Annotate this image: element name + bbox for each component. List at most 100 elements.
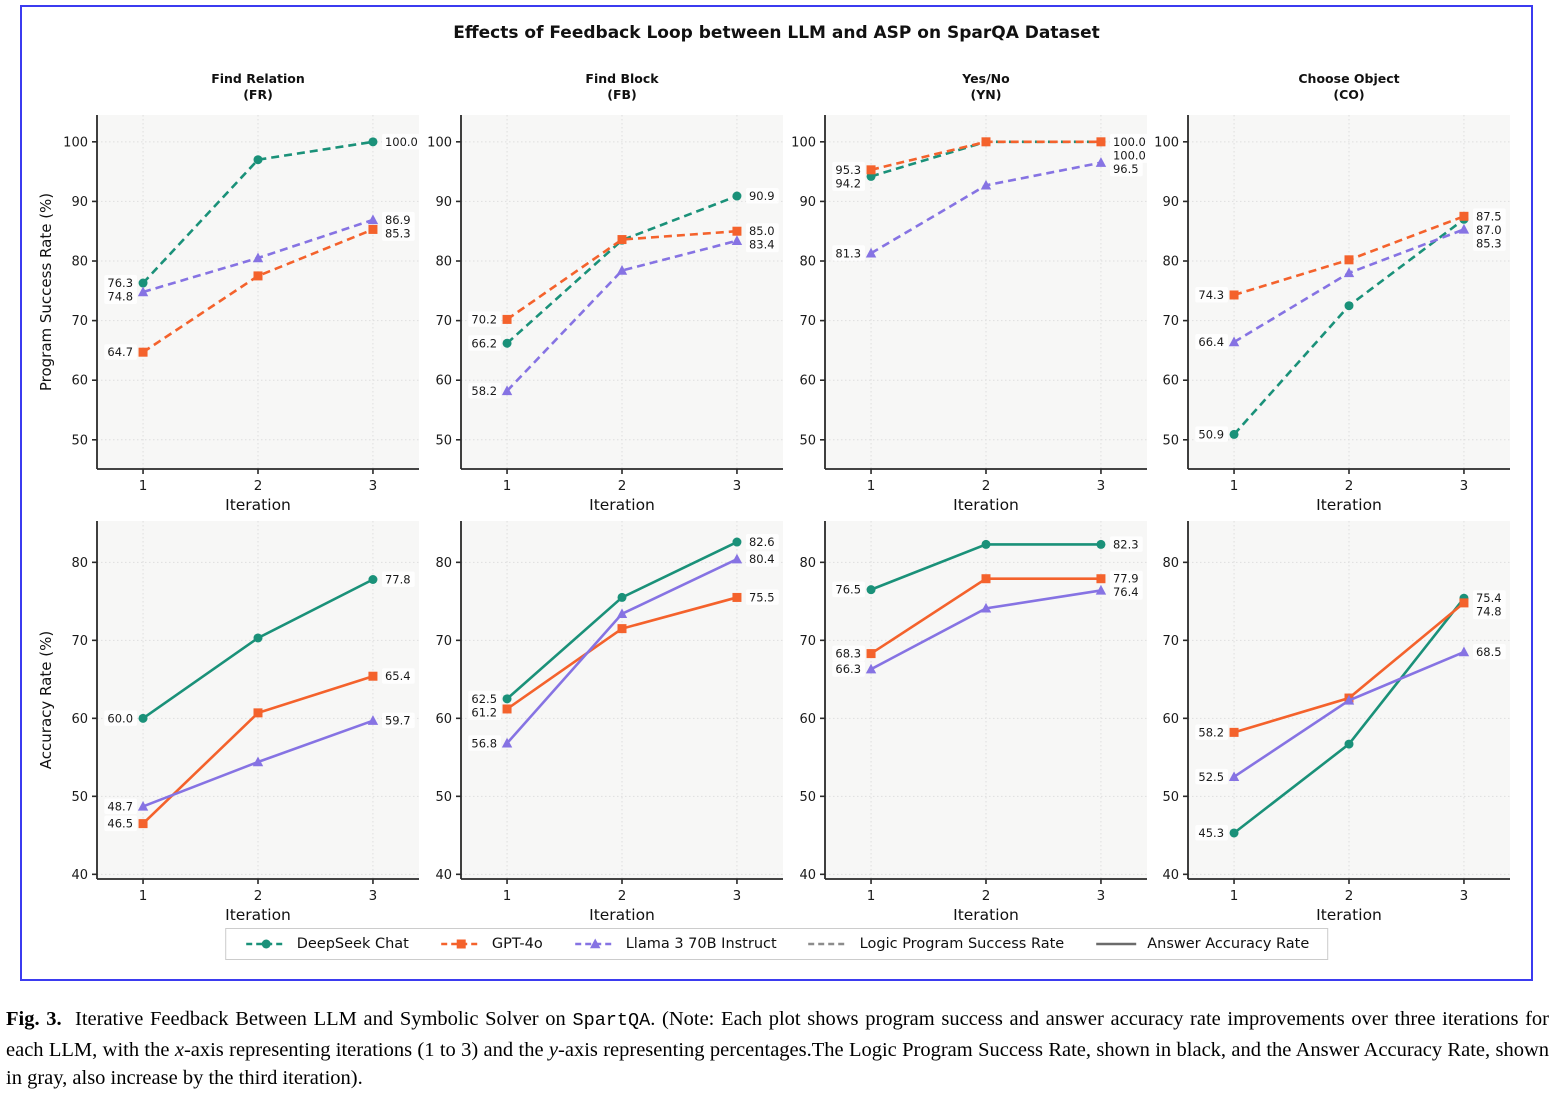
svg-text:60: 60 bbox=[1162, 712, 1179, 727]
svg-text:3: 3 bbox=[369, 888, 378, 904]
svg-text:90: 90 bbox=[799, 195, 816, 210]
svg-text:46.5: 46.5 bbox=[107, 817, 133, 831]
svg-text:2: 2 bbox=[982, 478, 991, 494]
gpt4o-line-sample-icon bbox=[439, 937, 483, 951]
svg-text:80: 80 bbox=[435, 255, 452, 270]
svg-text:100: 100 bbox=[63, 135, 88, 150]
svg-text:48.7: 48.7 bbox=[107, 799, 133, 813]
svg-text:66.2: 66.2 bbox=[471, 336, 497, 350]
column-title-text: Choose Object bbox=[1298, 71, 1400, 86]
svg-text:82.3: 82.3 bbox=[1113, 537, 1139, 551]
x-axis-label: Iteration bbox=[1316, 496, 1382, 514]
caption-segment: Iterative Feedback Between LLM and Symbo… bbox=[61, 1008, 573, 1030]
svg-text:60: 60 bbox=[1162, 374, 1179, 389]
svg-text:87.0: 87.0 bbox=[1476, 223, 1502, 237]
svg-text:60.0: 60.0 bbox=[107, 711, 133, 725]
x-axis-label: Iteration bbox=[953, 496, 1019, 514]
subplot-accuracy-yn: 40 50 60 70 80 1 2 3 76.5 68.366.3 82.3 77.976.4 bbox=[799, 521, 1147, 904]
svg-text:75.5: 75.5 bbox=[749, 590, 775, 604]
svg-text:85.0: 85.0 bbox=[749, 224, 775, 238]
svg-text:70: 70 bbox=[435, 314, 452, 329]
subplot-title-find-block: Find Block (FB) bbox=[512, 71, 732, 103]
svg-text:50: 50 bbox=[1162, 433, 1179, 448]
svg-text:70: 70 bbox=[71, 634, 88, 649]
svg-text:2: 2 bbox=[618, 888, 627, 904]
svg-text:50: 50 bbox=[1162, 790, 1179, 805]
svg-text:75.4: 75.4 bbox=[1476, 591, 1502, 605]
svg-text:61.2: 61.2 bbox=[471, 705, 497, 719]
subplot-accuracy-fr: 40 50 60 70 80 1 2 3 60.0 46.5 48.7 77.8 65.4 59.7 bbox=[71, 521, 419, 904]
svg-text:70: 70 bbox=[1162, 634, 1179, 649]
svg-text:87.5: 87.5 bbox=[1476, 209, 1502, 223]
solid-line-sample-icon bbox=[1094, 937, 1138, 951]
svg-text:100.0: 100.0 bbox=[1113, 135, 1146, 149]
svg-text:50: 50 bbox=[71, 790, 88, 805]
x-axis-label: Iteration bbox=[225, 496, 291, 514]
svg-text:2: 2 bbox=[254, 478, 263, 494]
svg-text:40: 40 bbox=[435, 868, 452, 883]
column-abbr-text: (FR) bbox=[243, 87, 273, 102]
legend-item-gpt-4o: GPT-4o bbox=[439, 936, 543, 952]
svg-text:3: 3 bbox=[1460, 478, 1469, 494]
svg-text:60: 60 bbox=[799, 712, 816, 727]
svg-text:85.3: 85.3 bbox=[1476, 236, 1502, 250]
svg-text:70: 70 bbox=[435, 634, 452, 649]
llama-line-sample-icon bbox=[573, 937, 617, 951]
svg-text:52.5: 52.5 bbox=[1198, 770, 1224, 784]
svg-text:60: 60 bbox=[435, 374, 452, 389]
column-title-text: Yes/No bbox=[962, 71, 1010, 86]
svg-text:70.2: 70.2 bbox=[471, 312, 497, 326]
legend-item-answer-accuracy-rate: Answer Accuracy Rate bbox=[1094, 936, 1309, 952]
svg-text:74.8: 74.8 bbox=[107, 290, 133, 304]
svg-text:2: 2 bbox=[1345, 888, 1354, 904]
svg-text:90: 90 bbox=[435, 195, 452, 210]
column-abbr-text: (CO) bbox=[1333, 87, 1365, 102]
svg-text:76.4: 76.4 bbox=[1113, 585, 1139, 599]
svg-text:1: 1 bbox=[139, 478, 148, 494]
svg-text:80.4: 80.4 bbox=[749, 552, 775, 566]
svg-text:2: 2 bbox=[982, 888, 991, 904]
svg-text:3: 3 bbox=[369, 478, 378, 494]
subplot-success-fb: 50 60 70 80 90 100 1 2 3 66.2 70.2 58.2 90.9 85.083.4 bbox=[427, 115, 783, 494]
x-axis-label: Iteration bbox=[589, 496, 655, 514]
svg-text:80: 80 bbox=[799, 556, 816, 571]
svg-text:95.3: 95.3 bbox=[835, 163, 861, 177]
svg-text:85.3: 85.3 bbox=[385, 226, 411, 240]
svg-text:2: 2 bbox=[254, 888, 263, 904]
legend-item-label: Answer Accuracy Rate bbox=[1147, 936, 1310, 952]
svg-text:60: 60 bbox=[71, 712, 88, 727]
svg-text:70: 70 bbox=[1162, 314, 1179, 329]
svg-text:76.3: 76.3 bbox=[107, 276, 133, 290]
svg-text:62.5: 62.5 bbox=[471, 692, 497, 706]
svg-text:59.7: 59.7 bbox=[385, 714, 411, 728]
svg-text:64.7: 64.7 bbox=[107, 345, 133, 359]
svg-text:83.4: 83.4 bbox=[749, 238, 775, 252]
subplot-accuracy-fb: 40 50 60 70 80 1 2 3 62.561.2 56.8 82.6 75.5 80.4 bbox=[435, 521, 783, 904]
legend-item-deepseek-chat: DeepSeek Chat bbox=[244, 936, 409, 952]
svg-text:1: 1 bbox=[1230, 888, 1239, 904]
deepseek-line-sample-icon bbox=[244, 937, 288, 951]
svg-text:100: 100 bbox=[791, 135, 816, 150]
svg-text:100.0: 100.0 bbox=[385, 135, 418, 149]
legend-item-llama-3-70b: Llama 3 70B Instruct bbox=[573, 936, 777, 952]
svg-text:65.4: 65.4 bbox=[385, 669, 411, 683]
svg-text:86.9: 86.9 bbox=[385, 213, 411, 227]
svg-text:80: 80 bbox=[71, 255, 88, 270]
svg-text:77.9: 77.9 bbox=[1113, 572, 1139, 586]
svg-text:60: 60 bbox=[71, 374, 88, 389]
svg-text:82.6: 82.6 bbox=[749, 535, 775, 549]
svg-text:56.8: 56.8 bbox=[471, 736, 497, 750]
subplot-success-fr: 50 60 70 80 90 100 1 2 3 76.3 64.7 74.8 100.0 85.386.… bbox=[63, 115, 422, 494]
svg-text:70: 70 bbox=[71, 314, 88, 329]
figure-caption: Fig. 3. Iterative Feedback Between LLM a… bbox=[6, 1005, 1549, 1093]
x-axis-label: Iteration bbox=[953, 906, 1019, 924]
svg-text:40: 40 bbox=[1162, 868, 1179, 883]
subplot-success-co: 50 60 70 80 90 100 1 2 3 50.9 74.3 66.4 87.087.5 85.3 bbox=[1154, 115, 1510, 494]
x-axis-label: Iteration bbox=[1316, 906, 1382, 924]
legend-item-label: DeepSeek Chat bbox=[296, 936, 409, 952]
svg-text:100: 100 bbox=[1154, 135, 1179, 150]
svg-text:58.2: 58.2 bbox=[1198, 725, 1224, 739]
svg-text:45.3: 45.3 bbox=[1198, 826, 1224, 840]
